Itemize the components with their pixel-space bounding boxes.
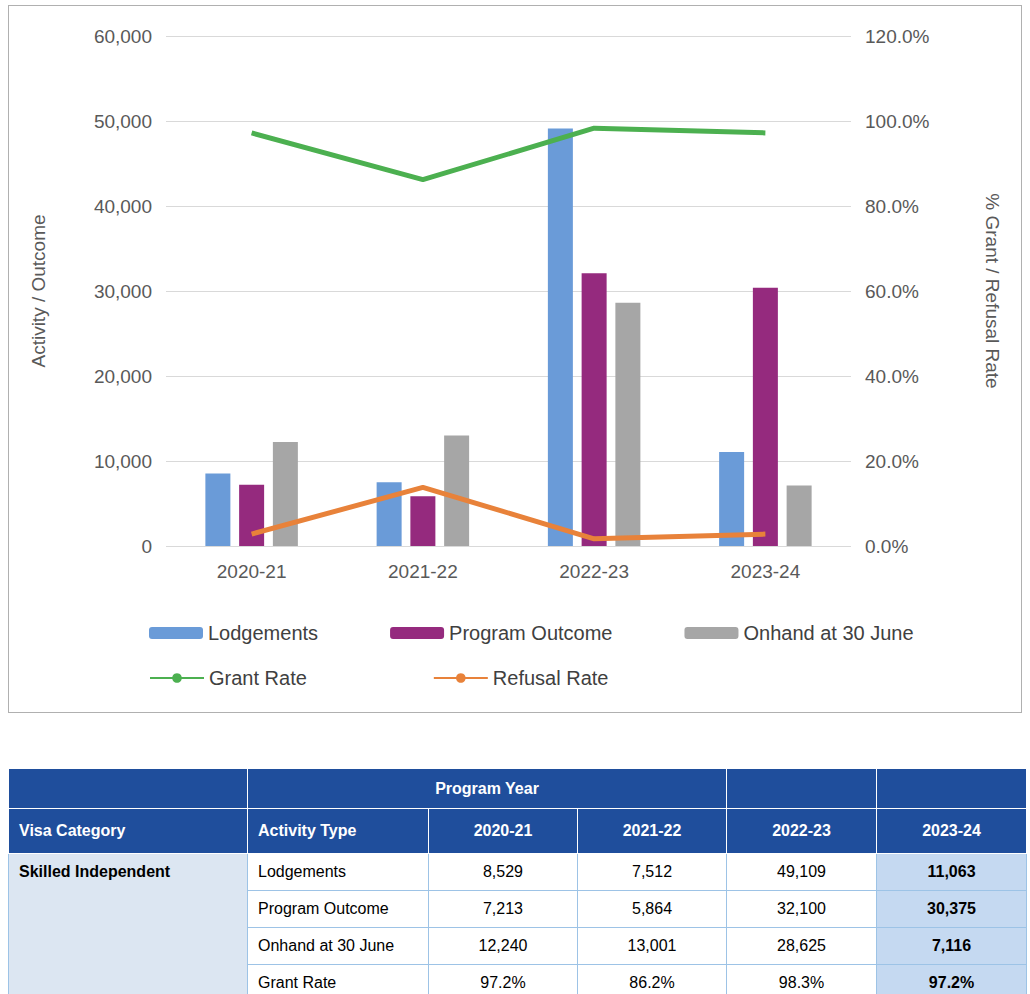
html-text:Skilled Independent: Skilled Independent [19, 863, 171, 880]
html-text:Visa Category: Visa Category [19, 822, 126, 839]
svg-text:50,000: 50,000 [94, 111, 152, 132]
html-text:49,109: 49,109 [777, 863, 826, 880]
svg-text:0.0%: 0.0% [865, 536, 908, 557]
html-text:Onhand at 30 June: Onhand at 30 June [258, 937, 395, 954]
html-text:98.3%: 98.3% [778, 974, 825, 991]
html-text:5,864: 5,864 [632, 900, 672, 917]
html-text:2022-23: 2022-23 [772, 822, 831, 839]
svg-text:60,000: 60,000 [94, 26, 152, 47]
svg-text:Activity / Outcome: Activity / Outcome [28, 214, 49, 367]
svg-text:0: 0 [141, 536, 152, 557]
svg-text:2020-21: 2020-21 [217, 561, 287, 582]
html-text:13,001: 13,001 [627, 937, 677, 954]
html-text:11,063: 11,063 [927, 863, 976, 880]
svg-text:40.0%: 40.0% [865, 366, 919, 387]
html-text:Program Year: Program Year [435, 779, 539, 797]
svg-text:Onhand at 30 June: Onhand at 30 June [743, 622, 913, 644]
html-text:7,213: 7,213 [483, 900, 523, 917]
html-text:12,240: 12,240 [478, 937, 528, 954]
svg-text:120.0%: 120.0% [865, 26, 930, 47]
html-text:2023-24: 2023-24 [922, 822, 981, 839]
svg-text:80.0%: 80.0% [865, 196, 919, 217]
html-text:Program Outcome: Program Outcome [258, 900, 389, 917]
html-text:32,100: 32,100 [777, 900, 826, 917]
html-text:97.2%: 97.2% [928, 974, 975, 991]
svg-text:% Grant / Refusal Rate: % Grant / Refusal Rate [982, 193, 1003, 388]
svg-text:2021-22: 2021-22 [388, 561, 458, 582]
html-text:8,529: 8,529 [483, 863, 523, 880]
svg-text:2023-24: 2023-24 [731, 561, 801, 582]
svg-text:60.0%: 60.0% [865, 281, 919, 302]
html-text:2020-21: 2020-21 [473, 822, 533, 839]
html-text:2021-22: 2021-22 [622, 822, 682, 839]
html-text:7,512: 7,512 [632, 863, 672, 880]
svg-text:Grant Rate: Grant Rate [209, 667, 307, 689]
svg-text:20.0%: 20.0% [865, 451, 919, 472]
svg-text:30,000: 30,000 [94, 281, 152, 302]
svg-text:10,000: 10,000 [94, 451, 152, 472]
html-text:Grant Rate: Grant Rate [258, 974, 337, 991]
html-text:Activity Type: Activity Type [258, 822, 357, 839]
html-text:30,375: 30,375 [927, 900, 976, 917]
html-text:97.2%: 97.2% [480, 974, 526, 991]
svg-text:Refusal Rate: Refusal Rate [493, 667, 609, 689]
svg-text:100.0%: 100.0% [865, 111, 930, 132]
svg-text:2022-23: 2022-23 [559, 561, 629, 582]
svg-text:40,000: 40,000 [94, 196, 152, 217]
html-text:7,116: 7,116 [932, 937, 972, 954]
html-text:86.2%: 86.2% [629, 974, 675, 991]
svg-text:20,000: 20,000 [94, 366, 152, 387]
html-text:Lodgements: Lodgements [258, 863, 347, 880]
svg-text:Program Outcome: Program Outcome [449, 622, 612, 644]
html-text:28,625: 28,625 [777, 937, 826, 954]
svg-text:Lodgements: Lodgements [208, 622, 318, 644]
